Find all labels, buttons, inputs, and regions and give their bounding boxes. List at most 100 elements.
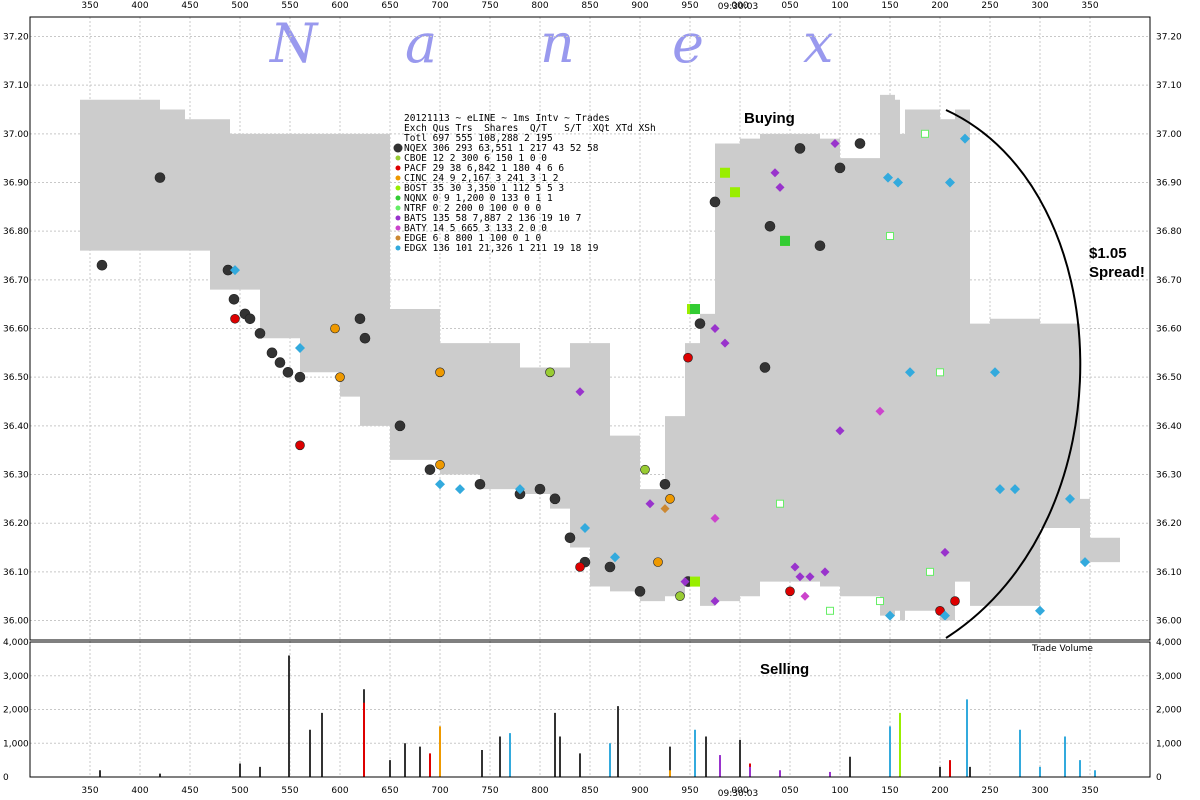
trade-marker xyxy=(950,596,960,606)
volume-bars xyxy=(99,655,1096,777)
trade-marker xyxy=(795,572,805,582)
legend-swatch xyxy=(395,245,401,251)
trade-marker xyxy=(905,367,915,378)
price-tick-label-right: 37.10 xyxy=(1156,81,1182,91)
legend-swatch xyxy=(395,155,401,161)
trade-marker xyxy=(826,606,834,615)
x-tick-label-bottom: 100 xyxy=(831,786,848,796)
stats-row: NQEX 306 293 63,551 1 217 43 52 58 xyxy=(404,143,599,154)
trade-marker xyxy=(610,552,620,563)
x-tick-label-top: 050 xyxy=(781,1,798,11)
volume-bar xyxy=(617,706,619,777)
volume-pane-frame xyxy=(29,641,1151,778)
trade-marker xyxy=(883,172,893,183)
trade-marker xyxy=(834,162,846,174)
trade-marker xyxy=(926,567,934,576)
buying-label: Buying xyxy=(744,110,795,127)
price-tick-label-right: 36.30 xyxy=(1156,471,1182,481)
trade-marker xyxy=(921,129,929,138)
time-label-top: 09:30:03 xyxy=(718,2,758,12)
trade-marker xyxy=(709,196,721,208)
trade-marker xyxy=(940,610,950,621)
trade-marker xyxy=(580,523,590,534)
legend-swatch xyxy=(395,175,401,181)
spread-arc xyxy=(945,109,1082,639)
x-tick-label-top: 300 xyxy=(1031,1,1048,11)
x-tick-label-top: 950 xyxy=(681,1,698,11)
trade-marker xyxy=(776,499,784,508)
x-tick-label-top: 350 xyxy=(81,1,98,11)
volume-bar xyxy=(609,743,611,777)
trade-marker xyxy=(274,357,286,368)
volume-bar xyxy=(949,760,951,777)
trade-marker xyxy=(575,387,585,397)
price-tick-label-right: 36.50 xyxy=(1156,373,1182,383)
volume-bar xyxy=(779,770,781,777)
trade-marker xyxy=(96,259,108,271)
x-tick-label-top: 450 xyxy=(181,1,198,11)
x-tick-label-bottom: 150 xyxy=(881,786,898,796)
trade-marker xyxy=(1035,605,1045,616)
trade-marker xyxy=(720,167,730,178)
volume-tick-label-left: 3,000 xyxy=(3,672,29,682)
trade-marker xyxy=(780,235,790,246)
x-tick-label-top: 200 xyxy=(931,1,948,11)
price-tick-label-right: 36.40 xyxy=(1156,422,1182,432)
volume-bar xyxy=(363,702,365,777)
price-tick-label-left: 36.20 xyxy=(3,519,29,529)
x-tick-label-top: 700 xyxy=(431,1,448,11)
price-tick-label-left: 36.00 xyxy=(3,617,29,627)
volume-bar xyxy=(669,746,671,777)
trade-marker xyxy=(690,304,700,315)
x-tick-label-bottom: 200 xyxy=(931,786,948,796)
selling-label: Selling xyxy=(760,661,809,678)
brand-watermark: N a n e x xyxy=(268,12,833,75)
volume-tick-label-right: 0 xyxy=(1156,773,1162,783)
volume-bar xyxy=(705,736,707,777)
stats-row: NTRF 0 2 200 0 100 0 0 0 xyxy=(404,203,542,214)
trade-marker xyxy=(230,265,240,276)
trade-marker xyxy=(720,338,730,348)
trade-marker xyxy=(785,586,795,597)
trade-marker xyxy=(354,313,366,325)
trade-marker xyxy=(875,406,885,416)
volume-bar xyxy=(899,712,901,777)
trade-marker xyxy=(244,313,256,325)
trade-marker xyxy=(435,367,445,378)
volume-tick-label-right: 2,000 xyxy=(1156,706,1182,716)
trade-marker xyxy=(282,367,294,378)
x-tick-label-bottom: 450 xyxy=(181,786,198,796)
volume-bar xyxy=(1094,770,1096,777)
trade-marker xyxy=(936,368,944,377)
x-tick-label-top: 650 xyxy=(381,1,398,11)
price-tick-label-left: 36.60 xyxy=(3,325,29,335)
time-label-bottom: 09:30:03 xyxy=(718,789,758,799)
volume-bar xyxy=(159,773,161,777)
trade-marker xyxy=(665,494,675,504)
volume-tick-label-left: 1,000 xyxy=(3,739,29,749)
x-tick-label-bottom: 600 xyxy=(331,786,348,796)
x-tick-label-top: 100 xyxy=(831,1,848,11)
legend-swatch xyxy=(395,225,401,231)
nbbo-area xyxy=(80,94,1120,621)
trade-marker xyxy=(775,182,785,192)
volume-bar xyxy=(321,712,323,777)
trade-marker xyxy=(690,576,700,587)
trade-marker xyxy=(575,562,585,572)
x-tick-label-top: 250 xyxy=(981,1,998,11)
stats-row: CINC 24 9 2,167 3 241 3 1 2 xyxy=(404,173,558,184)
volume-bar xyxy=(966,699,968,777)
trade-marker xyxy=(790,562,800,572)
volume-bar xyxy=(694,729,696,777)
volume-bar xyxy=(481,750,483,777)
trade-marker xyxy=(940,547,950,557)
volume-bar xyxy=(419,746,421,777)
brand-letter: x xyxy=(803,12,833,75)
x-tick-label-top: 400 xyxy=(131,1,148,11)
axes: 350 350 400 400 450 450 500 500 550 550 600 600 650 6… xyxy=(3,1,1182,796)
trade-marker xyxy=(335,372,345,382)
volume-bar xyxy=(439,726,441,777)
price-tick-label-right: 36.20 xyxy=(1156,519,1182,529)
price-tick-label-right: 36.10 xyxy=(1156,568,1182,578)
x-tick-label-top: 500 xyxy=(231,1,248,11)
